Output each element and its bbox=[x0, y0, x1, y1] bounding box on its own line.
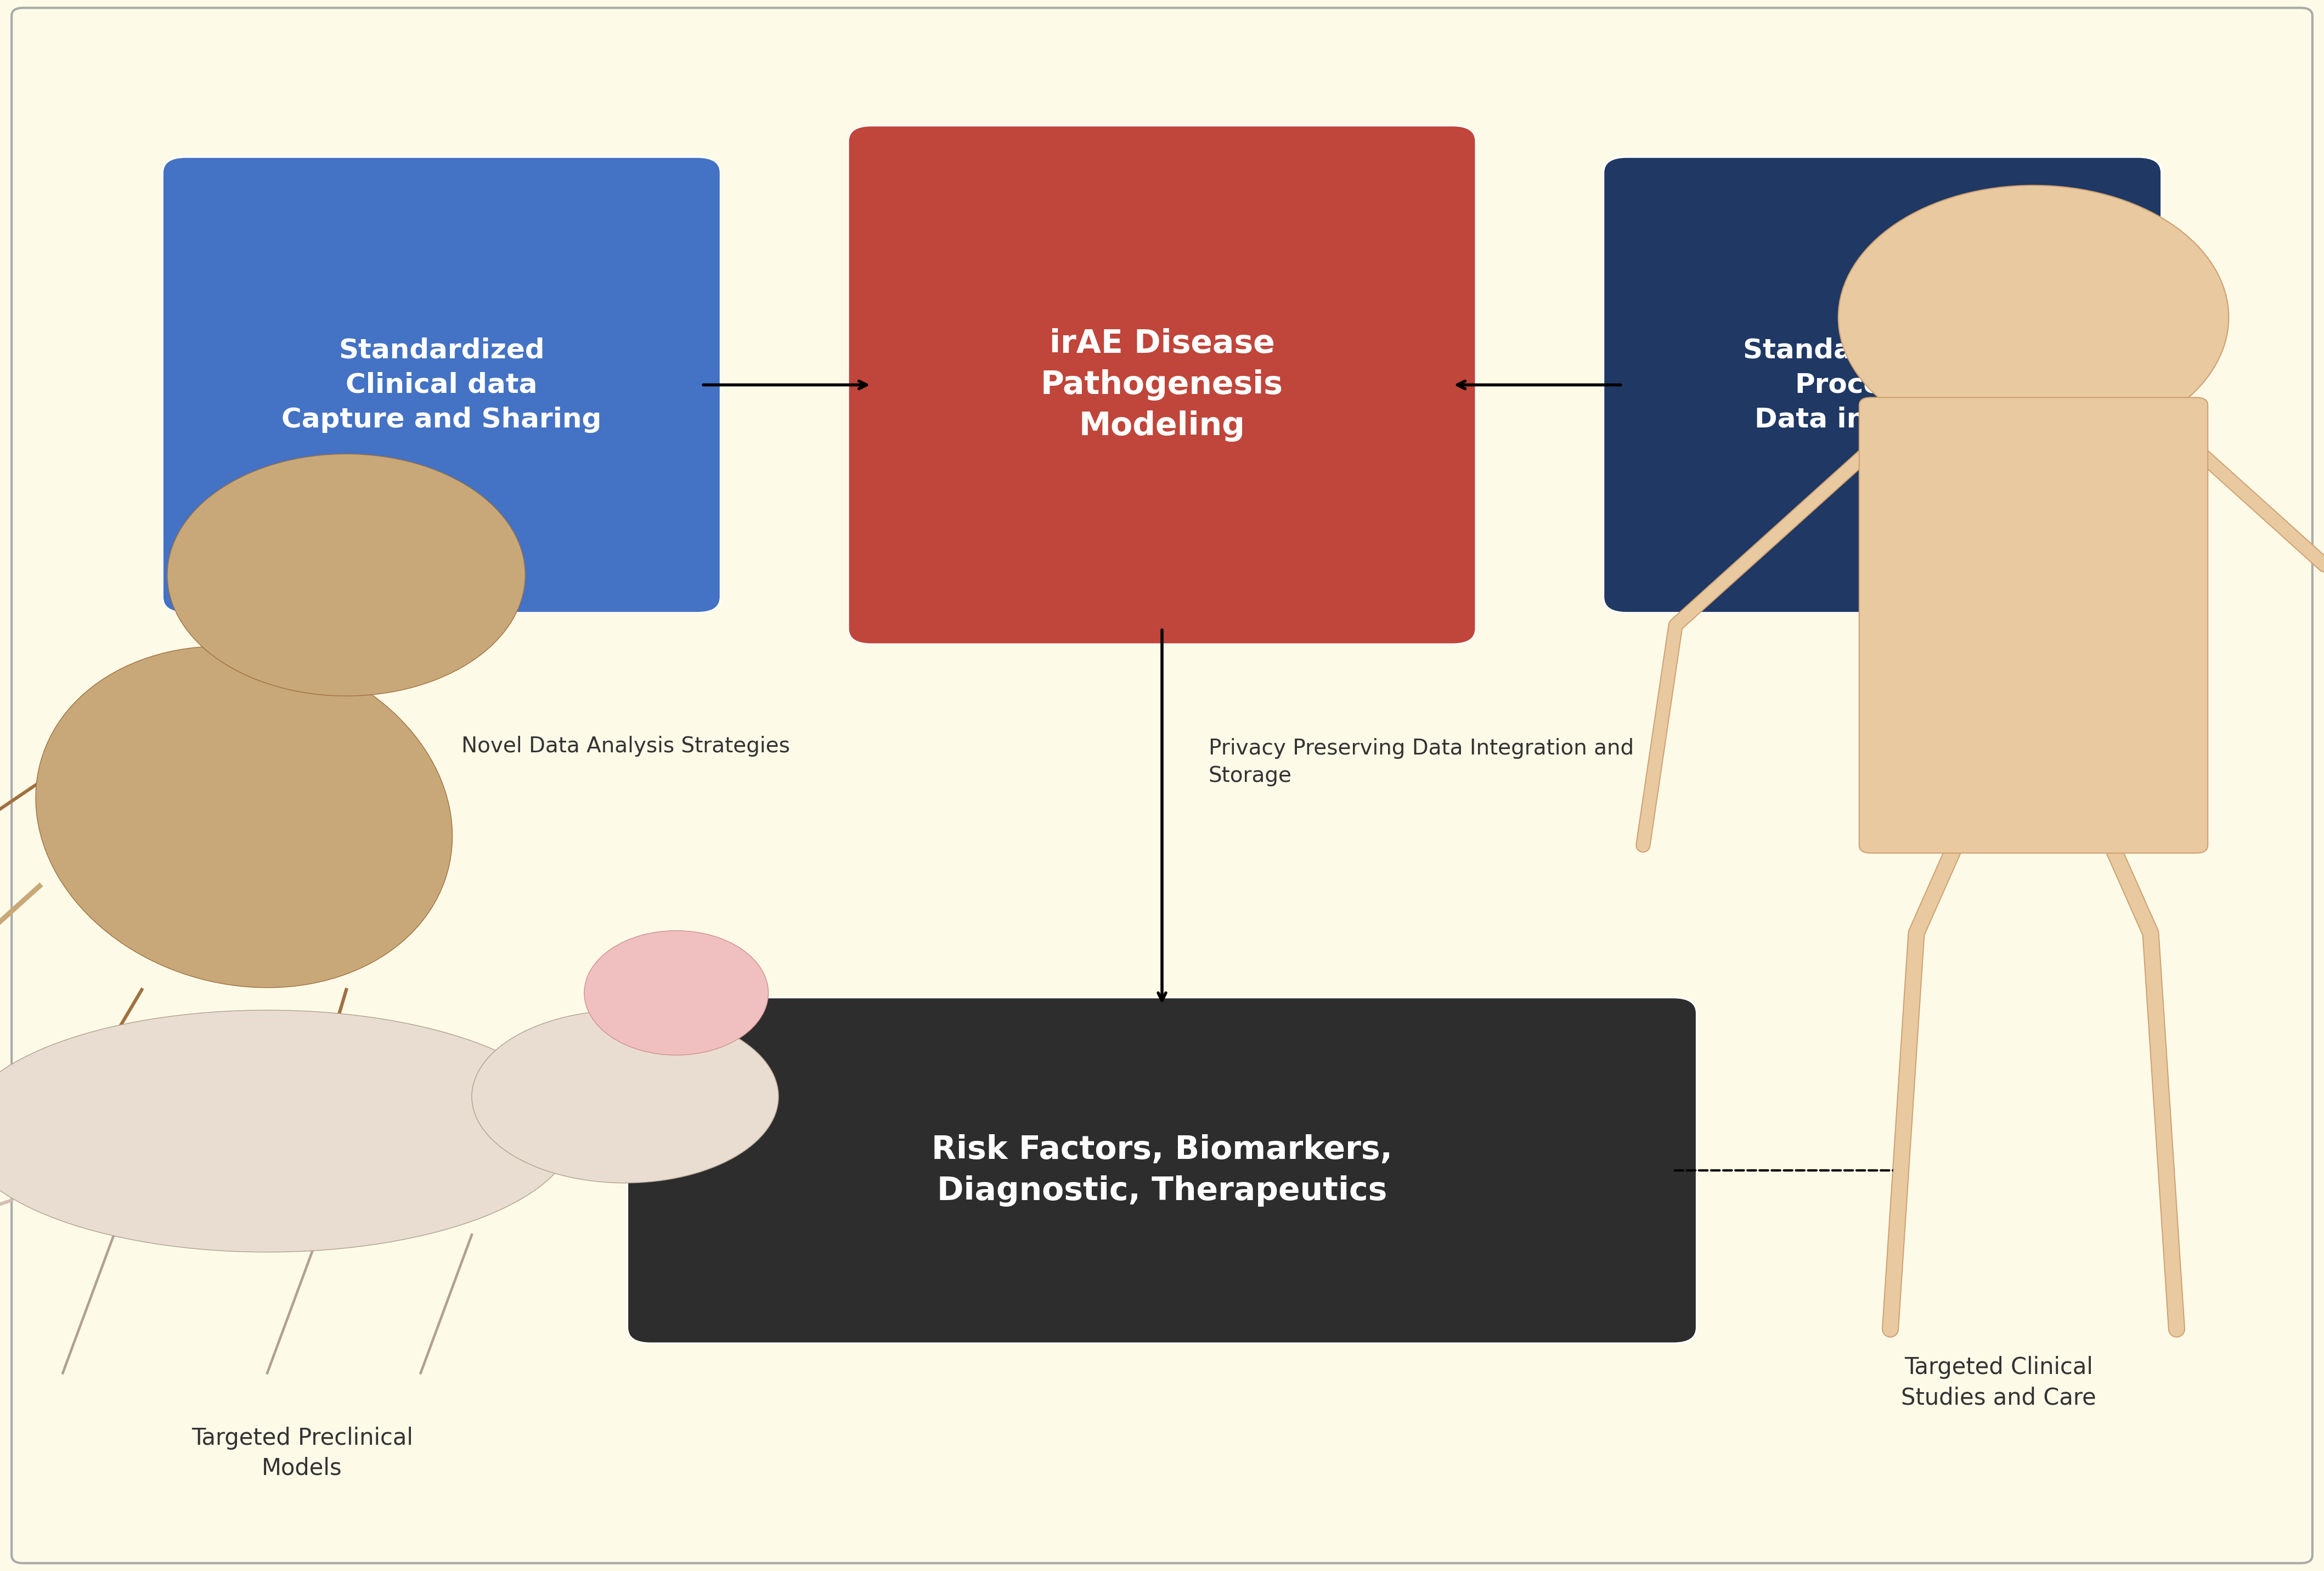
FancyBboxPatch shape bbox=[163, 157, 720, 613]
Circle shape bbox=[167, 454, 525, 696]
Text: irAE Disease
Pathogenesis
Modeling: irAE Disease Pathogenesis Modeling bbox=[1041, 328, 1283, 441]
Ellipse shape bbox=[35, 646, 453, 988]
Text: Targeted Preclinical
Models: Targeted Preclinical Models bbox=[191, 1426, 414, 1480]
Text: Standardized irAE
Procedures
Data integration: Standardized irAE Procedures Data integr… bbox=[1743, 338, 2022, 432]
Text: Risk Factors, Biomarkers,
Diagnostic, Therapeutics: Risk Factors, Biomarkers, Diagnostic, Th… bbox=[932, 1134, 1392, 1207]
Ellipse shape bbox=[472, 1010, 779, 1183]
FancyBboxPatch shape bbox=[1604, 157, 2161, 613]
Ellipse shape bbox=[0, 1010, 574, 1252]
Circle shape bbox=[1838, 185, 2229, 449]
FancyBboxPatch shape bbox=[12, 8, 2312, 1563]
Text: Standardized
Clinical data
Capture and Sharing: Standardized Clinical data Capture and S… bbox=[281, 338, 602, 432]
Text: Targeted Clinical
Studies and Care: Targeted Clinical Studies and Care bbox=[1901, 1356, 2096, 1409]
FancyBboxPatch shape bbox=[1859, 397, 2208, 853]
Text: Novel Data Analysis Strategies: Novel Data Analysis Strategies bbox=[462, 735, 790, 757]
FancyBboxPatch shape bbox=[848, 126, 1476, 644]
Circle shape bbox=[583, 930, 769, 1056]
Text: Privacy Preserving Data Integration and
Storage: Privacy Preserving Data Integration and … bbox=[1208, 738, 1634, 786]
FancyBboxPatch shape bbox=[627, 998, 1697, 1343]
